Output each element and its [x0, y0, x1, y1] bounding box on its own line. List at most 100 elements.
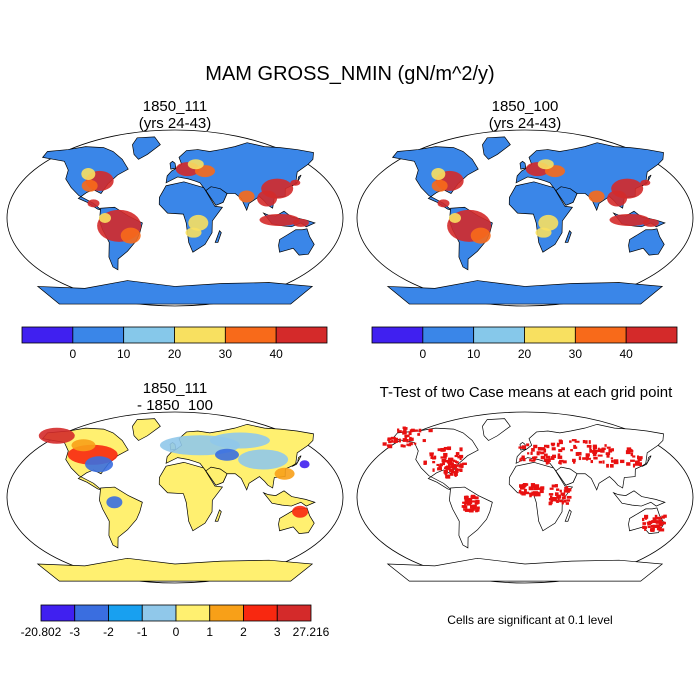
- significant-cell: [646, 521, 650, 524]
- significant-cell: [531, 456, 535, 459]
- landmass-uk: [519, 160, 527, 170]
- significant-cell: [642, 526, 648, 529]
- significant-cell: [441, 458, 447, 463]
- significant-cell: [570, 449, 573, 452]
- significant-cell: [407, 434, 410, 438]
- significant-cell: [387, 444, 393, 449]
- landmass-greenland: [482, 136, 511, 160]
- significant-cell: [551, 443, 555, 447]
- significant-cell: [390, 436, 396, 440]
- significant-cell: [409, 437, 414, 441]
- significant-cell: [655, 520, 660, 524]
- significant-cell: [519, 486, 525, 490]
- significant-cell: [563, 495, 566, 500]
- significant-cell: [438, 465, 442, 469]
- significant-cell: [393, 440, 398, 444]
- significant-cell: [423, 460, 427, 465]
- significant-cell: [413, 429, 418, 432]
- significant-cell: [586, 444, 592, 448]
- colorbar-swatch: [276, 604, 312, 622]
- significant-cell: [449, 460, 453, 464]
- significant-cell: [626, 447, 632, 451]
- significant-cell: [543, 448, 547, 453]
- significant-cell: [526, 443, 530, 447]
- significant-cell: [469, 504, 475, 509]
- significant-cell: [460, 455, 464, 458]
- significant-cell: [550, 499, 554, 502]
- significant-cell: [559, 499, 563, 503]
- significant-cell: [648, 520, 653, 524]
- significant-cell: [561, 447, 565, 451]
- significant-cell: [529, 492, 533, 497]
- significant-cell: [540, 447, 546, 451]
- significant-cell: [562, 460, 567, 464]
- significant-cell: [462, 462, 467, 466]
- significant-cell: [522, 458, 526, 462]
- significant-cell: [443, 452, 448, 457]
- significant-cell: [462, 505, 468, 509]
- significant-cell: [647, 525, 651, 529]
- landmass-indonesia: [262, 490, 316, 507]
- significant-cell: [589, 450, 594, 453]
- significant-cell: [559, 489, 562, 493]
- significant-cell: [440, 456, 446, 459]
- colorbar-label: 0: [69, 347, 76, 361]
- colorbar-swatch: [74, 604, 109, 622]
- hotspot: [259, 213, 300, 226]
- significant-cell: [620, 459, 625, 464]
- significant-cell: [455, 461, 459, 464]
- landmass-madagascar: [564, 509, 572, 522]
- significant-cell: [593, 449, 598, 454]
- significant-cell: [536, 493, 541, 497]
- significant-cell: [457, 456, 460, 459]
- hotspot: [537, 159, 554, 170]
- significant-cell: [439, 463, 443, 467]
- significant-cell: [393, 437, 398, 442]
- significant-cell: [608, 448, 613, 453]
- hotspot: [187, 159, 204, 170]
- significant-cell: [626, 462, 631, 466]
- colorbar-swatch: [108, 604, 143, 622]
- significant-cell: [632, 463, 636, 468]
- significant-cell: [651, 520, 657, 524]
- landmass-indonesia: [612, 490, 666, 507]
- landmass-madagascar: [214, 509, 222, 522]
- significant-cell: [655, 516, 660, 520]
- colorbar-label: 40: [269, 347, 283, 361]
- significant-cell: [598, 448, 603, 453]
- significant-cell: [432, 457, 436, 460]
- landmass-arabia: [555, 186, 578, 206]
- significant-cell: [443, 446, 449, 450]
- significant-cell: [540, 455, 546, 460]
- hotspot: [292, 505, 309, 518]
- significant-cell: [582, 439, 586, 444]
- significant-cell: [609, 464, 614, 468]
- significant-cell: [569, 440, 572, 443]
- hotspot: [640, 179, 651, 186]
- significant-cell: [405, 427, 408, 430]
- significant-cell: [557, 494, 561, 499]
- colorbar-label: 20: [518, 347, 532, 361]
- significant-cell: [463, 508, 468, 511]
- significant-cell: [551, 455, 557, 458]
- significant-cell: [585, 440, 588, 444]
- significant-cell: [397, 430, 402, 433]
- significant-cell: [637, 456, 643, 460]
- significant-cell: [566, 495, 572, 499]
- colorbar-label: -3: [69, 625, 80, 639]
- significant-cell: [402, 430, 407, 435]
- landmass-australia: [278, 228, 315, 256]
- significant-cell: [630, 449, 634, 453]
- significant-cell: [625, 450, 631, 455]
- landmass-madagascar: [564, 230, 572, 243]
- significant-cell: [536, 451, 541, 454]
- significant-cell: [589, 446, 592, 450]
- panel-title-ttest: T-Test of two Case means at each grid po…: [352, 384, 700, 401]
- significant-cell: [535, 491, 540, 494]
- significant-cell: [642, 522, 646, 525]
- colorbar-label: -2: [103, 625, 114, 639]
- hotspot: [470, 227, 491, 244]
- significant-cell: [464, 497, 468, 502]
- landmass-samerica: [449, 486, 493, 549]
- hotspot: [588, 190, 605, 203]
